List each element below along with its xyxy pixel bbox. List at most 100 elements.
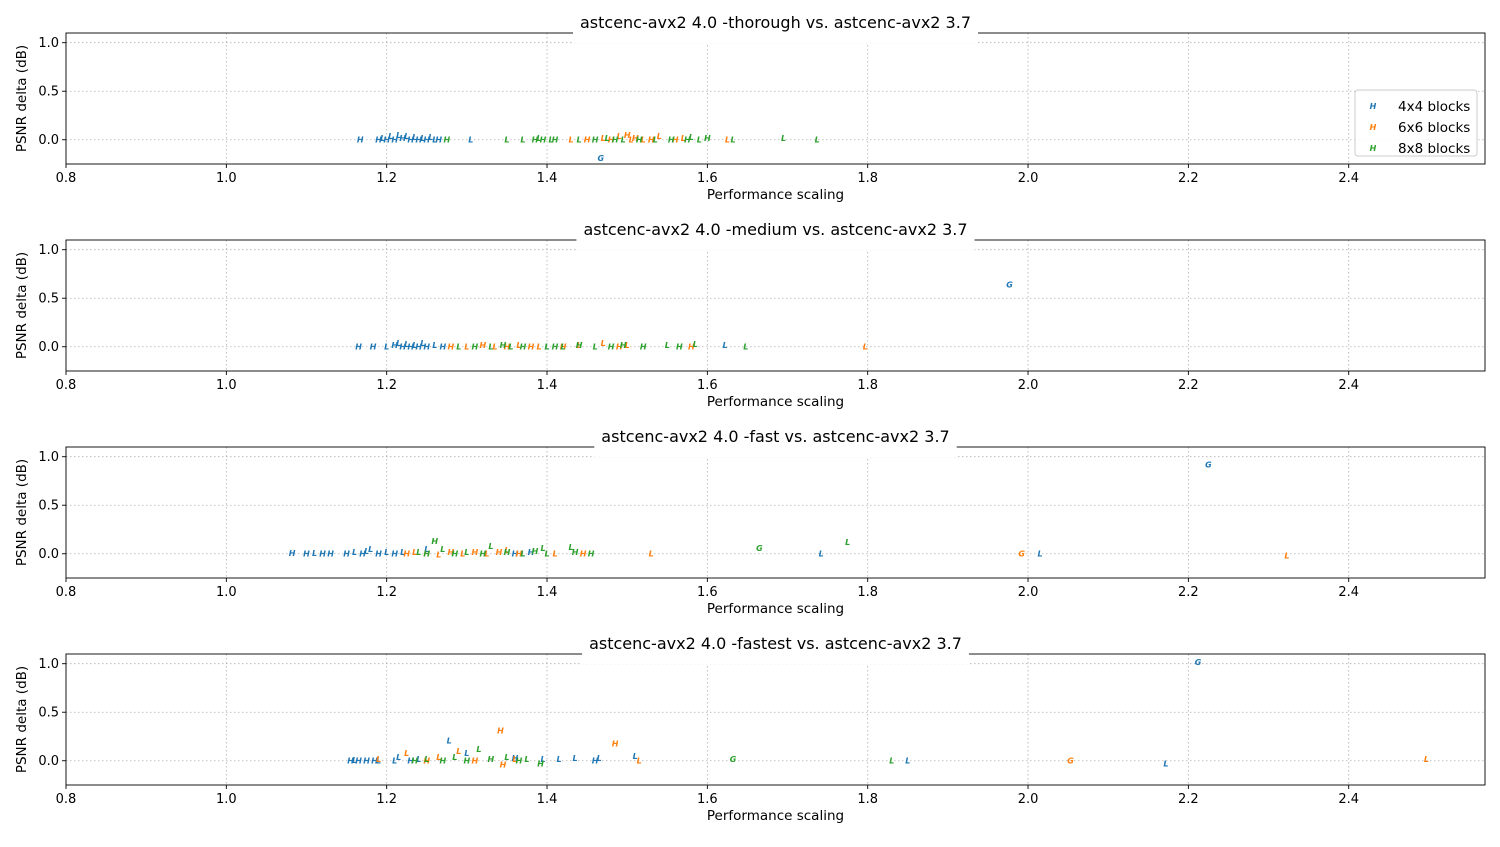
data-point: L (416, 755, 421, 764)
data-point: L (384, 343, 389, 352)
data-point: H (407, 343, 414, 352)
data-point: H (592, 757, 599, 766)
data-point: H (500, 761, 507, 770)
data-point: L (396, 753, 401, 762)
data-point: L (440, 545, 445, 554)
data-point: L (617, 132, 622, 141)
data-point: L (637, 757, 642, 766)
data-point: H (572, 548, 579, 557)
data-point: L (781, 134, 786, 143)
series-6x6: L H L H L HLH L H L H L L (569, 131, 730, 145)
x-tick-label: 2.4 (1338, 378, 1359, 393)
data-point: H (532, 136, 539, 145)
data-point: H (355, 757, 362, 766)
data-point: H (516, 550, 523, 559)
data-point: L (376, 757, 381, 766)
data-point: L (653, 136, 658, 145)
x-tick-label: 1.4 (537, 171, 558, 186)
data-point: L (569, 136, 574, 145)
y-tick-label: 0.0 (38, 754, 59, 769)
data-point: L (815, 136, 820, 145)
data-point: H (423, 343, 430, 352)
data-point: L (625, 341, 630, 350)
data-point: H (383, 136, 390, 145)
data-point: L (621, 136, 626, 145)
data-point: L (396, 339, 401, 348)
data-point: H (423, 757, 430, 766)
data-point: L (1424, 755, 1429, 764)
data-point: H (704, 134, 711, 143)
data-point: H (359, 550, 366, 559)
data-point: H (504, 343, 511, 352)
data-point: H (612, 739, 619, 748)
y-axis-label: PSNR delta (dB) (14, 252, 30, 359)
chart-title: astcenc-avx2 4.0 -thorough vs. astcenc-a… (580, 13, 971, 32)
data-point: L (508, 343, 513, 352)
data-point: H (407, 136, 414, 145)
data-point: G (756, 544, 763, 553)
x-tick-label: 1.2 (376, 792, 397, 807)
data-point: L (432, 341, 437, 350)
x-tick-label: 2.2 (1178, 585, 1199, 600)
data-point: H (528, 343, 535, 352)
data-point: L (1284, 552, 1289, 561)
data-point: L (697, 136, 702, 145)
data-point: L (364, 547, 369, 556)
x-tick-label: 1.0 (216, 585, 237, 600)
data-point: H (447, 548, 454, 557)
data-point: H (616, 343, 623, 352)
x-axis-label: Performance scaling (707, 394, 844, 410)
plot-frame (65, 239, 1486, 372)
data-point: L (492, 343, 497, 352)
x-tick-label: 2.2 (1178, 378, 1199, 393)
x-tick-label: 1.0 (216, 378, 237, 393)
data-point: L (380, 134, 385, 143)
data-point: L (641, 136, 646, 145)
data-point: H (399, 134, 406, 143)
data-point: H (391, 550, 398, 559)
y-tick-label: 0.5 (38, 706, 59, 721)
data-point: H (391, 341, 398, 350)
data-point: L (404, 749, 409, 758)
legend-box (1354, 89, 1478, 157)
data-point: L (905, 757, 910, 766)
x-tick-label: 2.2 (1178, 171, 1199, 186)
data-point: H (580, 550, 587, 559)
data-point: H (303, 550, 310, 559)
y-axis-label: PSNR delta (dB) (14, 666, 30, 773)
data-point: L (484, 550, 489, 559)
data-point: H (560, 343, 567, 352)
x-tick-label: 2.0 (1018, 792, 1039, 807)
data-point: H (504, 548, 511, 557)
x-tick-label: 2.4 (1338, 171, 1359, 186)
data-point: L (649, 550, 654, 559)
y-tick-label: 0.5 (38, 85, 59, 100)
data-point: L (544, 550, 549, 559)
x-tick-label: 0.8 (56, 792, 77, 807)
data-point: H (608, 136, 615, 145)
data-point: H (684, 136, 691, 145)
data-point: L (384, 548, 389, 557)
data-point: H (584, 136, 591, 145)
title-background (576, 226, 975, 250)
x-tick-label: 1.2 (376, 585, 397, 600)
data-point: H (411, 757, 418, 766)
data-point: L (447, 736, 452, 745)
data-point: L (743, 343, 748, 352)
x-tick-label: 2.0 (1018, 378, 1039, 393)
data-point: L (536, 343, 541, 352)
data-point: L (577, 341, 582, 350)
data-point: L (689, 133, 694, 142)
data-point: L (730, 136, 735, 145)
data-point: L (352, 756, 357, 765)
data-point: L (520, 550, 525, 559)
data-point: H (496, 548, 503, 557)
data-point: L (516, 341, 521, 350)
x-tick-label: 1.6 (697, 171, 718, 186)
x-tick-label: 2.0 (1018, 585, 1039, 600)
data-point: H (375, 550, 382, 559)
data-point: L (416, 548, 421, 557)
